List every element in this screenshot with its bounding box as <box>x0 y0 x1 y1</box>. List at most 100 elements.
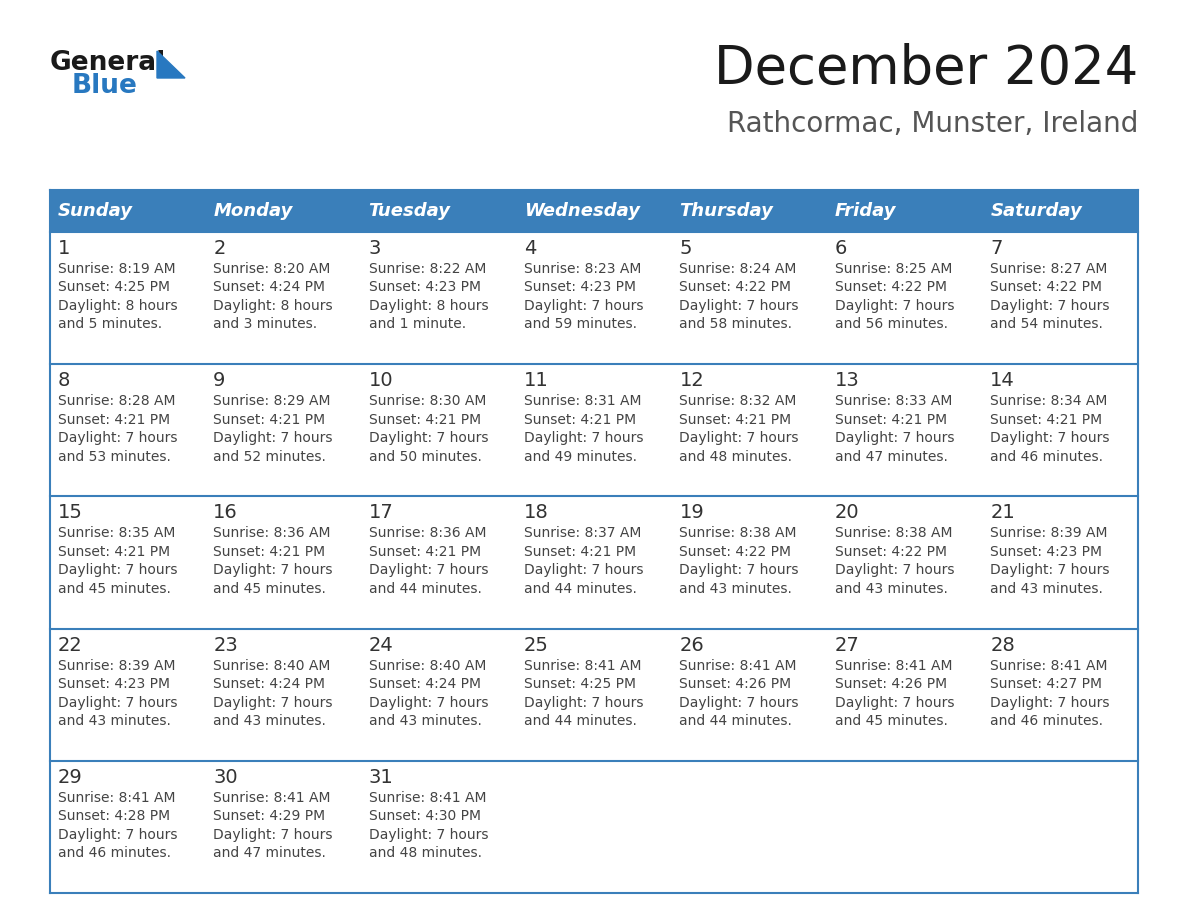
Text: and 53 minutes.: and 53 minutes. <box>58 450 171 464</box>
Text: and 43 minutes.: and 43 minutes. <box>368 714 481 728</box>
Text: and 46 minutes.: and 46 minutes. <box>991 714 1104 728</box>
Text: Daylight: 8 hours: Daylight: 8 hours <box>58 299 177 313</box>
FancyBboxPatch shape <box>50 629 206 761</box>
Text: and 58 minutes.: and 58 minutes. <box>680 318 792 331</box>
FancyBboxPatch shape <box>361 190 517 232</box>
Text: and 43 minutes.: and 43 minutes. <box>213 714 326 728</box>
Text: Sunrise: 8:41 AM: Sunrise: 8:41 AM <box>58 790 176 805</box>
Text: Sunset: 4:21 PM: Sunset: 4:21 PM <box>213 545 326 559</box>
Text: 17: 17 <box>368 503 393 522</box>
Text: and 46 minutes.: and 46 minutes. <box>58 846 171 860</box>
FancyBboxPatch shape <box>827 629 982 761</box>
Text: 1: 1 <box>58 239 70 258</box>
Text: Daylight: 7 hours: Daylight: 7 hours <box>524 299 644 313</box>
Text: Saturday: Saturday <box>991 202 1082 220</box>
Text: and 54 minutes.: and 54 minutes. <box>991 318 1104 331</box>
Text: Sunset: 4:27 PM: Sunset: 4:27 PM <box>991 677 1102 691</box>
Text: Wednesday: Wednesday <box>524 202 640 220</box>
FancyBboxPatch shape <box>671 232 827 364</box>
Text: and 43 minutes.: and 43 minutes. <box>58 714 171 728</box>
Text: Sunrise: 8:27 AM: Sunrise: 8:27 AM <box>991 262 1107 276</box>
Text: Daylight: 7 hours: Daylight: 7 hours <box>58 828 177 842</box>
Text: 18: 18 <box>524 503 549 522</box>
Text: Daylight: 7 hours: Daylight: 7 hours <box>58 696 177 710</box>
FancyBboxPatch shape <box>206 629 361 761</box>
Text: and 48 minutes.: and 48 minutes. <box>368 846 481 860</box>
FancyBboxPatch shape <box>206 232 361 364</box>
FancyBboxPatch shape <box>50 497 206 629</box>
FancyBboxPatch shape <box>982 629 1138 761</box>
FancyBboxPatch shape <box>982 761 1138 893</box>
FancyBboxPatch shape <box>206 497 361 629</box>
Text: Sunset: 4:22 PM: Sunset: 4:22 PM <box>680 545 791 559</box>
Text: Sunrise: 8:40 AM: Sunrise: 8:40 AM <box>368 658 486 673</box>
FancyBboxPatch shape <box>206 190 361 232</box>
Text: 28: 28 <box>991 635 1015 655</box>
Text: Daylight: 8 hours: Daylight: 8 hours <box>213 299 333 313</box>
Text: 13: 13 <box>835 371 860 390</box>
FancyBboxPatch shape <box>517 761 671 893</box>
Text: Rathcormac, Munster, Ireland: Rathcormac, Munster, Ireland <box>727 110 1138 138</box>
Text: 16: 16 <box>213 503 238 522</box>
Text: Sunrise: 8:36 AM: Sunrise: 8:36 AM <box>368 526 486 541</box>
Text: Daylight: 7 hours: Daylight: 7 hours <box>368 564 488 577</box>
Text: Sunrise: 8:34 AM: Sunrise: 8:34 AM <box>991 394 1107 409</box>
Text: General: General <box>50 50 166 76</box>
Text: Sunset: 4:21 PM: Sunset: 4:21 PM <box>368 545 481 559</box>
FancyBboxPatch shape <box>50 761 206 893</box>
Text: Daylight: 7 hours: Daylight: 7 hours <box>835 299 954 313</box>
Text: and 45 minutes.: and 45 minutes. <box>835 714 948 728</box>
Text: Daylight: 7 hours: Daylight: 7 hours <box>524 431 644 445</box>
FancyBboxPatch shape <box>982 190 1138 232</box>
Text: Daylight: 7 hours: Daylight: 7 hours <box>991 299 1110 313</box>
Text: Daylight: 7 hours: Daylight: 7 hours <box>680 696 800 710</box>
Text: Daylight: 7 hours: Daylight: 7 hours <box>213 828 333 842</box>
Text: 19: 19 <box>680 503 704 522</box>
Text: Sunset: 4:23 PM: Sunset: 4:23 PM <box>368 281 481 295</box>
Text: Daylight: 7 hours: Daylight: 7 hours <box>680 431 800 445</box>
Text: Sunrise: 8:19 AM: Sunrise: 8:19 AM <box>58 262 176 276</box>
Text: Sunrise: 8:20 AM: Sunrise: 8:20 AM <box>213 262 330 276</box>
Text: Daylight: 7 hours: Daylight: 7 hours <box>368 696 488 710</box>
Text: Daylight: 7 hours: Daylight: 7 hours <box>58 564 177 577</box>
FancyBboxPatch shape <box>827 232 982 364</box>
Text: and 44 minutes.: and 44 minutes. <box>680 714 792 728</box>
Text: Sunrise: 8:28 AM: Sunrise: 8:28 AM <box>58 394 176 409</box>
FancyBboxPatch shape <box>517 232 671 364</box>
Text: Sunset: 4:22 PM: Sunset: 4:22 PM <box>835 281 947 295</box>
Text: Sunset: 4:30 PM: Sunset: 4:30 PM <box>368 810 481 823</box>
Text: 5: 5 <box>680 239 691 258</box>
Text: and 52 minutes.: and 52 minutes. <box>213 450 326 464</box>
Text: 7: 7 <box>991 239 1003 258</box>
Text: Daylight: 7 hours: Daylight: 7 hours <box>991 431 1110 445</box>
Text: Daylight: 7 hours: Daylight: 7 hours <box>835 696 954 710</box>
Text: Daylight: 7 hours: Daylight: 7 hours <box>680 564 800 577</box>
Text: 2: 2 <box>213 239 226 258</box>
Text: Daylight: 7 hours: Daylight: 7 hours <box>524 696 644 710</box>
Text: and 44 minutes.: and 44 minutes. <box>524 714 637 728</box>
Text: and 43 minutes.: and 43 minutes. <box>991 582 1104 596</box>
Text: and 59 minutes.: and 59 minutes. <box>524 318 637 331</box>
Text: 11: 11 <box>524 371 549 390</box>
Text: Sunrise: 8:39 AM: Sunrise: 8:39 AM <box>58 658 176 673</box>
Text: Sunset: 4:24 PM: Sunset: 4:24 PM <box>213 281 326 295</box>
Text: Sunrise: 8:29 AM: Sunrise: 8:29 AM <box>213 394 330 409</box>
Text: 27: 27 <box>835 635 860 655</box>
Text: Blue: Blue <box>72 73 138 99</box>
Text: Sunrise: 8:41 AM: Sunrise: 8:41 AM <box>991 658 1108 673</box>
Text: Daylight: 7 hours: Daylight: 7 hours <box>368 431 488 445</box>
Text: and 1 minute.: and 1 minute. <box>368 318 466 331</box>
Text: Daylight: 7 hours: Daylight: 7 hours <box>835 431 954 445</box>
Text: 10: 10 <box>368 371 393 390</box>
Text: Sunset: 4:22 PM: Sunset: 4:22 PM <box>835 545 947 559</box>
Text: Sunrise: 8:38 AM: Sunrise: 8:38 AM <box>835 526 953 541</box>
Text: and 48 minutes.: and 48 minutes. <box>680 450 792 464</box>
Text: Sunset: 4:24 PM: Sunset: 4:24 PM <box>213 677 326 691</box>
Text: 6: 6 <box>835 239 847 258</box>
Text: and 45 minutes.: and 45 minutes. <box>58 582 171 596</box>
Text: Sunrise: 8:37 AM: Sunrise: 8:37 AM <box>524 526 642 541</box>
FancyBboxPatch shape <box>50 364 206 497</box>
Text: and 50 minutes.: and 50 minutes. <box>368 450 481 464</box>
Text: Sunset: 4:28 PM: Sunset: 4:28 PM <box>58 810 170 823</box>
Text: 15: 15 <box>58 503 83 522</box>
